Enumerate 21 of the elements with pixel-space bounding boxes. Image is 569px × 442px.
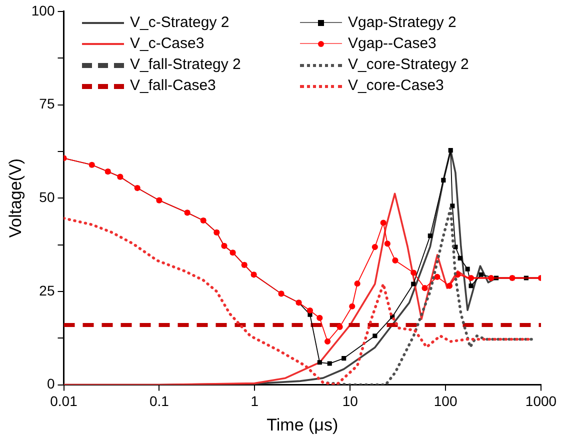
y-tick-label: 75	[39, 96, 55, 112]
x-tick-label: 100	[434, 393, 458, 410]
x-tick-label: 0.1	[149, 393, 170, 410]
x-tick-label: 10	[342, 393, 358, 410]
x-tick-label: 0.01	[50, 393, 78, 410]
y-tick-label: 0	[46, 376, 55, 392]
x-tick-label: 1000	[525, 393, 557, 410]
legend-label: V_c-Case3	[130, 34, 204, 54]
legend-label: V_fall-Case3	[130, 76, 216, 96]
y-axis-title: Voltage(V)	[6, 158, 25, 238]
legend-label: Vgap--Case3	[348, 34, 436, 54]
legend-label: V_core-Case3	[348, 76, 444, 96]
x-axis-title: Time (μs)	[266, 415, 338, 434]
legend-label: V_core-Strategy 2	[348, 55, 469, 75]
y-tick-label: 100	[31, 2, 55, 18]
y-tick-label: 25	[39, 282, 55, 298]
legend-label: V_c-Strategy 2	[130, 13, 230, 33]
x-tick-label: 1	[250, 393, 259, 410]
legend-label: Vgap-Strategy 2	[348, 13, 456, 33]
legend-label: V_fall-Strategy 2	[130, 55, 241, 75]
y-tick-label: 50	[39, 188, 55, 205]
